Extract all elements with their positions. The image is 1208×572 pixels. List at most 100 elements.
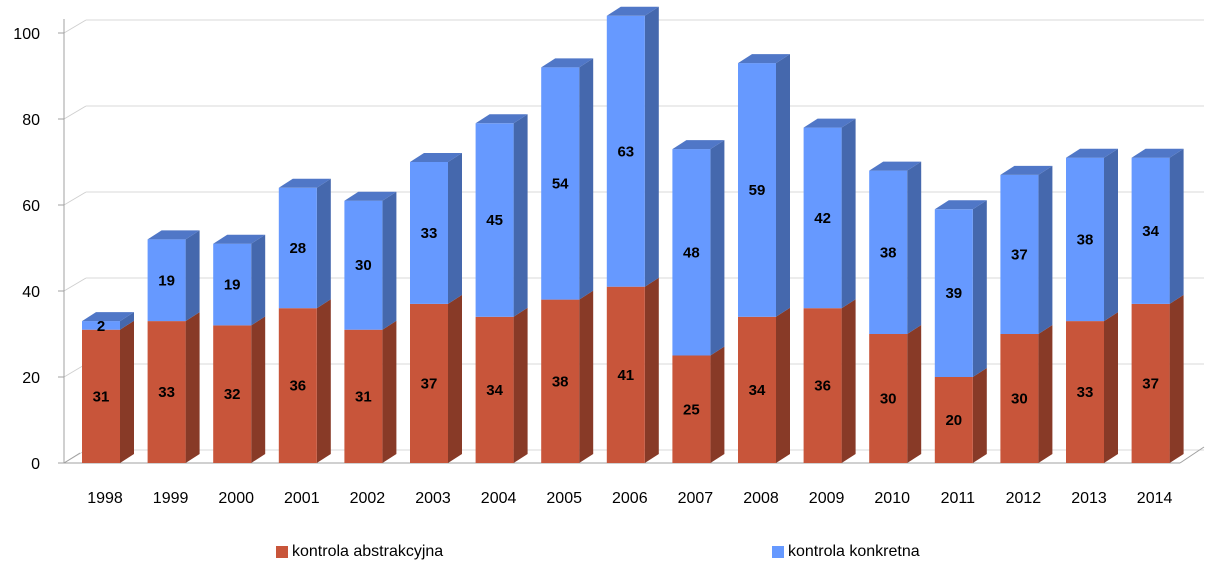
bar-front-face (541, 67, 580, 300)
bar-side-face (513, 114, 528, 317)
legend-item-series-2: kontrola konkretna (772, 543, 920, 561)
bar-side-face (251, 316, 266, 463)
bar-side-face (185, 230, 200, 322)
bar-stack-2001 (278, 178, 331, 463)
bar-top-face (1066, 148, 1118, 158)
data-label: 33 (158, 384, 175, 401)
y-tick-label: 0 (31, 456, 40, 473)
bar-stack-2011 (934, 200, 987, 463)
data-label: 37 (1011, 246, 1028, 263)
axes: 0 20 40 60 80 100 1998 1999 2000 2001 2002 2003 2004… (13, 19, 1205, 507)
legend-item-series-1: kontrola abstrakcyjna (276, 543, 443, 561)
data-label: 54 (552, 176, 569, 193)
bar-side-face (513, 307, 528, 463)
bar-front-face (344, 329, 383, 463)
y-tick-label: 80 (22, 112, 40, 129)
bar-front-face (1066, 157, 1104, 322)
data-label: 34 (749, 382, 766, 399)
bar-side-face (1038, 165, 1053, 334)
bar-segment-2 (475, 114, 528, 317)
bar-stack-2007 (672, 140, 725, 463)
bar-segment-1 (541, 290, 594, 463)
data-label: 30 (880, 391, 897, 408)
x-tick-label: 2006 (612, 490, 648, 507)
bar-segment-2 (606, 6, 659, 287)
bar-top-face (869, 161, 922, 171)
bar-top-face (475, 114, 528, 124)
y-tick-label: 20 (22, 370, 40, 387)
y-tick-label: 60 (22, 198, 40, 215)
bar-front-face (606, 286, 645, 463)
bar-side-face (1104, 148, 1118, 322)
data-label: 32 (224, 386, 241, 403)
legend-swatch-series-1 (276, 546, 288, 558)
bar-side-face (644, 6, 659, 287)
bar-side-face (579, 290, 594, 463)
bar-segment-1 (1000, 325, 1053, 463)
data-label: 30 (355, 257, 372, 274)
bar-stack-1999 (147, 230, 200, 463)
bar-stack-2003 (410, 153, 462, 463)
bar-stack-2012 (1000, 165, 1053, 463)
bar-front-face (344, 200, 383, 330)
legend-swatch-series-2 (772, 546, 784, 558)
bar-top-face (934, 200, 987, 210)
data-label: 33 (421, 225, 438, 242)
x-tick-label: 1999 (153, 490, 189, 507)
bars (82, 6, 1184, 463)
bar-segment-2 (147, 230, 200, 322)
bar-segment-2 (1131, 148, 1184, 304)
bar-side-face (1169, 148, 1184, 304)
data-label: 38 (1077, 231, 1094, 248)
bar-front-face (738, 316, 776, 463)
floor-edge-left (63, 452, 81, 464)
data-label: 41 (617, 367, 634, 384)
bar-side-face (841, 299, 856, 463)
bar-stack-2010 (869, 161, 922, 463)
data-label: 38 (880, 244, 897, 261)
bar-segment-1 (869, 325, 922, 463)
bar-side-face (382, 320, 397, 463)
legend-label-series-1: kontrola abstrakcyjna (292, 543, 444, 560)
x-tick-label: 2002 (350, 490, 386, 507)
bar-side-face (316, 299, 331, 463)
bar-stack-2014 (1131, 148, 1184, 463)
data-label: 37 (1142, 375, 1159, 392)
bar-side-face (1169, 294, 1184, 463)
bar-top-face (606, 6, 659, 16)
bar-front-face (278, 187, 317, 309)
bar-top-face (738, 54, 790, 64)
bar-segment-2 (803, 118, 856, 309)
bar-stack-2005 (541, 58, 594, 463)
bar-side-face (251, 234, 266, 326)
bar-stack-1998 (82, 312, 134, 463)
bar-front-face (213, 243, 252, 326)
bar-front-face (147, 321, 186, 463)
bar-segment-2 (213, 234, 266, 326)
bar-front-face (82, 321, 120, 330)
x-tick-label: 2013 (1071, 490, 1107, 507)
bar-front-face (1131, 157, 1170, 304)
bar-side-face (776, 307, 790, 463)
bar-stack-2002 (344, 191, 397, 463)
floor-edge (1179, 446, 1205, 464)
bar-front-face (475, 123, 514, 317)
x-tick-label: 2004 (481, 490, 517, 507)
bar-segment-1 (934, 368, 987, 463)
bar-top-face (803, 118, 856, 128)
bar-segment-1 (738, 307, 790, 463)
bar-front-face (147, 239, 186, 322)
x-tick-label: 2005 (546, 490, 582, 507)
data-label: 20 (945, 412, 962, 429)
legend-label-series-2: kontrola konkretna (788, 543, 920, 560)
bar-side-face (448, 294, 462, 463)
bar-front-face (869, 170, 908, 334)
bar-front-face (1066, 321, 1104, 463)
bar-front-face (869, 334, 908, 463)
data-label: 2 (97, 318, 105, 335)
bar-front-face (803, 127, 842, 309)
data-label: 45 (486, 212, 503, 229)
bar-side-face (1038, 325, 1053, 463)
bar-front-face (803, 308, 842, 463)
